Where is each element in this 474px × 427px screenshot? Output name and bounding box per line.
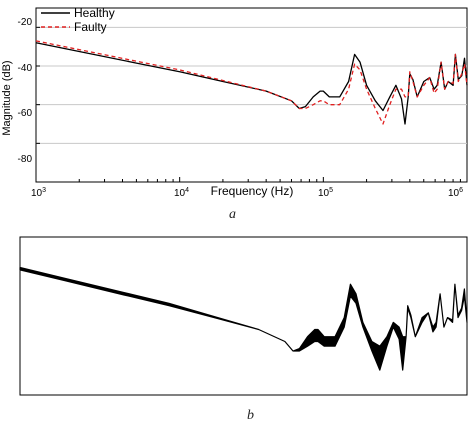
x-tick-label: 105 <box>318 187 333 199</box>
gridlines <box>36 26 467 144</box>
legend: Healthy Faulty <box>41 6 115 34</box>
series-lines <box>35 40 468 125</box>
caption-a: a <box>229 207 236 222</box>
series-band <box>19 266 468 371</box>
legend-label-healthy: Healthy <box>74 6 115 20</box>
x-axis-title: Frequency (Hz) <box>211 184 294 198</box>
chart-b <box>19 236 468 396</box>
plot-area-a <box>35 7 468 183</box>
x-tick-label: 103 <box>31 187 46 199</box>
series-line-faulty <box>35 40 468 125</box>
plot-frame-b <box>19 236 468 396</box>
y-tick-label: -40 <box>18 63 33 74</box>
x-tick-label: 104 <box>174 187 189 199</box>
x-tick-label: 106 <box>448 187 463 199</box>
series-envelope <box>19 266 468 371</box>
series-line-healthy <box>35 42 468 125</box>
y-axis-title: Magnitude (dB) <box>1 60 13 135</box>
y-tick-label: -20 <box>18 17 33 28</box>
caption-b: b <box>247 408 254 423</box>
legend-label-faulty: Faulty <box>74 20 107 34</box>
chart-a: Healthy Faulty -20 -40 -60 -80 103 104 1… <box>1 6 468 199</box>
tick-marks <box>35 26 468 182</box>
y-tick-label: -80 <box>18 154 33 165</box>
y-tick-label: -60 <box>18 108 33 119</box>
